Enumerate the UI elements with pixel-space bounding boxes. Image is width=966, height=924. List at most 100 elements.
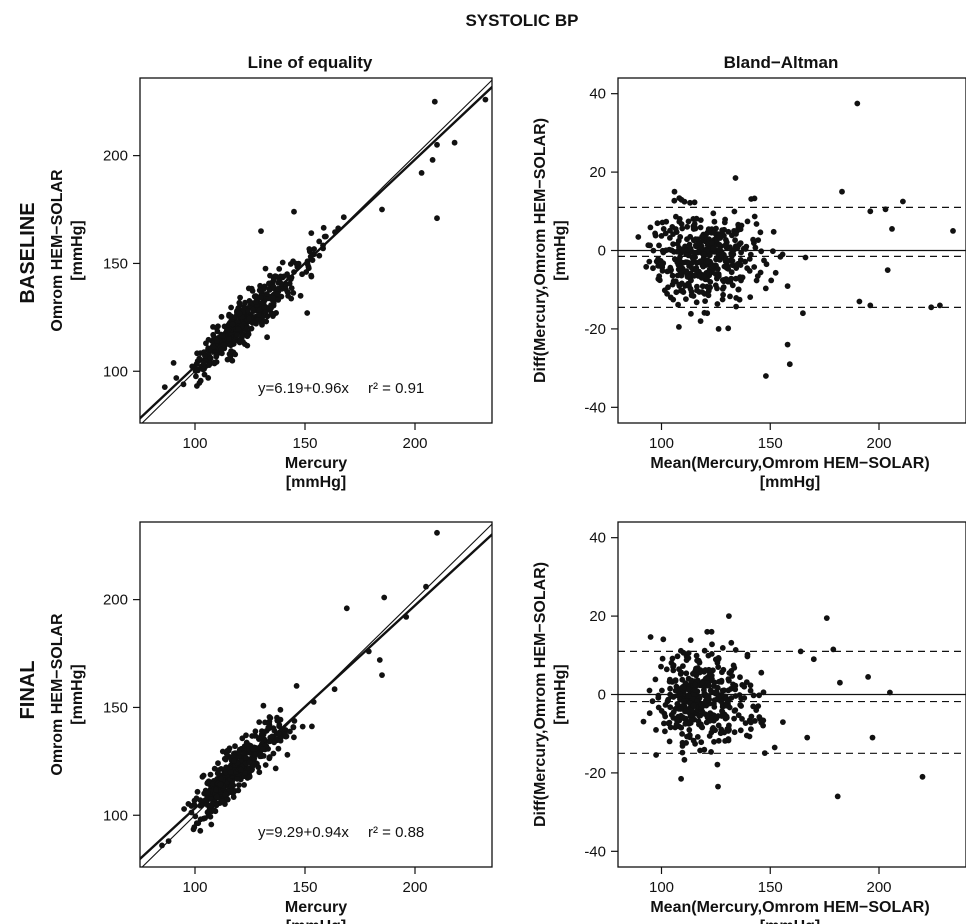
data-point [683, 740, 689, 746]
data-point [714, 761, 721, 768]
data-point [332, 229, 338, 236]
data-point [668, 247, 675, 254]
y-axis-unit: [mmHg] [69, 664, 86, 724]
data-point [670, 278, 677, 285]
data-point [239, 735, 246, 742]
data-point [720, 284, 727, 291]
data-point [751, 264, 758, 270]
data-point [839, 188, 845, 195]
data-point [227, 787, 234, 794]
data-point [223, 764, 230, 771]
data-point [282, 286, 289, 293]
y-axis-label: Omrom HEM−SOLAR [49, 613, 66, 776]
data-point [732, 686, 739, 693]
data-point [676, 324, 682, 330]
data-point [692, 236, 699, 243]
data-point [307, 253, 314, 260]
data-point [685, 281, 692, 288]
data-point [649, 698, 656, 705]
data-point [684, 273, 691, 280]
data-point [227, 353, 234, 360]
data-point [244, 342, 251, 349]
data-point [227, 769, 234, 775]
data-point [205, 790, 212, 796]
data-point [274, 290, 281, 297]
data-point [320, 242, 326, 249]
data-point [226, 336, 233, 342]
data-point [669, 272, 676, 279]
data-point [723, 255, 729, 262]
x-axis-unit: [mmHg] [286, 474, 346, 491]
data-point [726, 613, 732, 619]
data-point [731, 715, 737, 722]
data-point [215, 767, 222, 774]
data-point [739, 716, 745, 722]
data-point [224, 796, 231, 803]
data-point [761, 257, 767, 264]
data-point [365, 648, 372, 655]
data-points [161, 96, 489, 390]
data-point [731, 208, 738, 215]
data-point [854, 100, 861, 107]
data-point [708, 239, 715, 246]
data-point [928, 304, 935, 311]
data-point [676, 195, 683, 202]
data-point [256, 769, 263, 776]
data-point [197, 827, 204, 834]
data-point [760, 689, 767, 696]
data-point [884, 267, 891, 273]
data-point [650, 265, 656, 272]
data-point [683, 670, 690, 677]
data-point [702, 667, 709, 673]
data-point [256, 719, 263, 725]
data-point [201, 371, 208, 378]
data-point [434, 215, 440, 222]
data-point [288, 274, 295, 281]
data-point [255, 764, 262, 771]
data-point [282, 731, 288, 738]
data-point [689, 254, 696, 261]
data-point [662, 728, 668, 735]
plot-frame [139, 521, 493, 868]
data-point [667, 704, 674, 711]
data-point [185, 801, 192, 807]
data-point [688, 717, 695, 724]
data-point [715, 655, 722, 661]
data-point [662, 702, 669, 708]
data-point [758, 669, 765, 676]
data-point [659, 655, 666, 662]
data-point [723, 243, 730, 250]
data-point [672, 687, 679, 694]
data-point [707, 284, 713, 291]
data-point [262, 762, 269, 768]
data-point [660, 226, 667, 232]
data-point [681, 198, 688, 205]
data-point [232, 314, 239, 320]
data-point [757, 229, 764, 236]
data-point [316, 238, 323, 245]
data-point [309, 723, 315, 730]
data-point [672, 226, 679, 232]
data-point [335, 225, 342, 232]
data-point [685, 218, 692, 225]
data-point [231, 757, 237, 764]
data-point [730, 681, 736, 688]
data-point [712, 689, 719, 696]
data-point [714, 301, 721, 307]
data-point [687, 637, 694, 643]
data-point [732, 237, 738, 244]
data-point [715, 326, 722, 332]
data-point [434, 529, 440, 536]
data-point [919, 773, 926, 780]
data-point [713, 715, 720, 722]
x-axis-label: Mercury [285, 455, 347, 472]
data-point [715, 722, 722, 729]
panel-baseline-bland-altman: 100 150 200 -40 -20 0 20 40 Mean(Mercury,Omrom H… [532, 77, 966, 491]
data-point [379, 206, 385, 213]
data-point [714, 285, 720, 292]
data-point [667, 235, 673, 241]
data-point [738, 222, 745, 229]
data-point [804, 734, 811, 741]
data-point [697, 258, 704, 265]
data-point [756, 714, 763, 720]
